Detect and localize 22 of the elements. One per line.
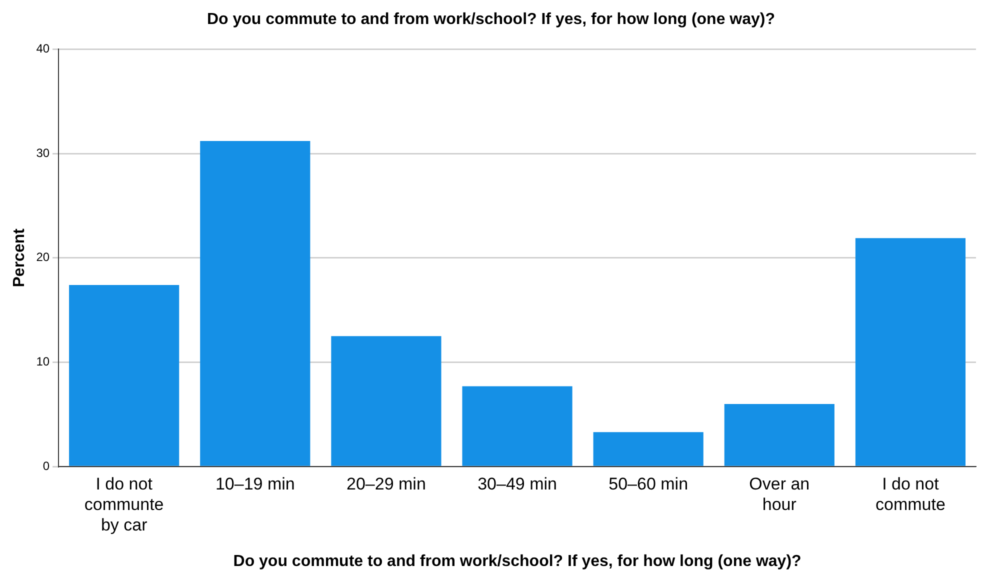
y-tick-label: 40 bbox=[36, 42, 50, 56]
y-tick-label: 0 bbox=[42, 458, 50, 473]
bar bbox=[855, 238, 966, 466]
x-axis-title: Do you commute to and from work/school? If yes, for how long (one way)? bbox=[233, 552, 802, 570]
y-tick-label: 30 bbox=[36, 146, 50, 160]
x-tick-label: 50–60 min bbox=[608, 474, 688, 494]
x-tick-label: 20–29 min bbox=[346, 474, 426, 494]
bar bbox=[69, 285, 180, 466]
chart-title: Do you commute to and from work/school? If yes, for how long (one way)? bbox=[206, 11, 776, 28]
bar bbox=[462, 386, 572, 466]
x-tick-label: I do not communte by car bbox=[84, 474, 164, 534]
bar bbox=[724, 404, 834, 466]
x-tick-label: I do not commute bbox=[876, 474, 946, 514]
y-tick-label: 10 bbox=[36, 354, 50, 369]
y-tick-label: 20 bbox=[36, 250, 50, 264]
bar bbox=[331, 336, 442, 466]
x-tick-label: Over an hour bbox=[749, 474, 810, 514]
y-axis-title: Percent bbox=[11, 228, 28, 288]
x-tick-label: 10–19 min bbox=[215, 474, 295, 494]
x-tick-label: 30–49 min bbox=[478, 474, 557, 494]
bar bbox=[593, 432, 704, 466]
bar bbox=[200, 141, 310, 466]
